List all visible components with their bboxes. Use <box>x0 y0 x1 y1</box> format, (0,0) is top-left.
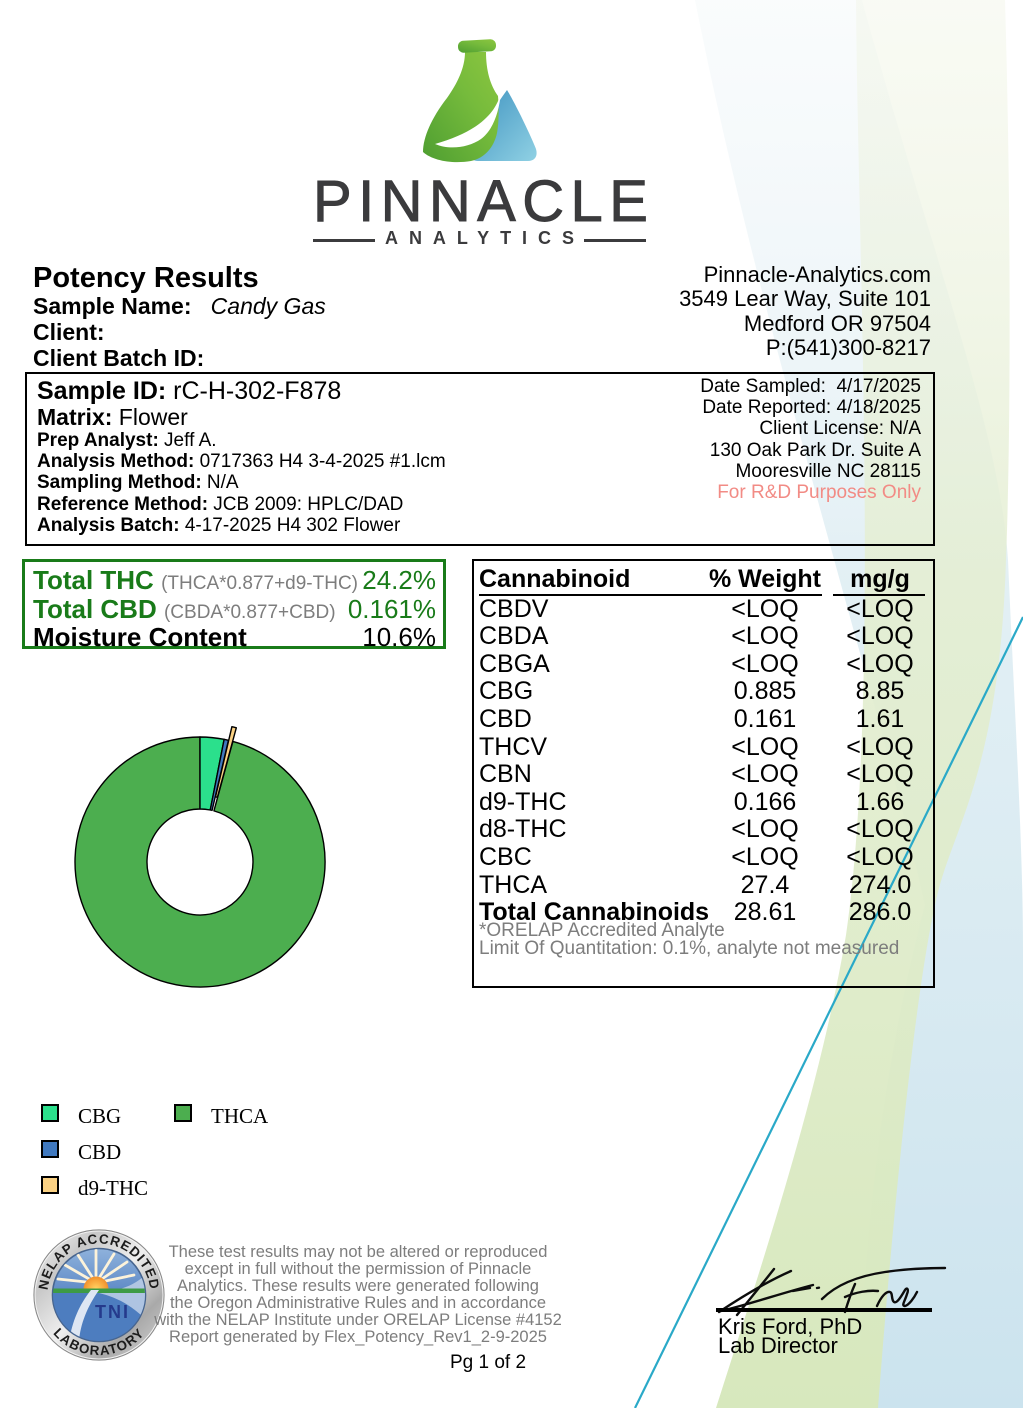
svg-text:TNI: TNI <box>95 1302 130 1322</box>
